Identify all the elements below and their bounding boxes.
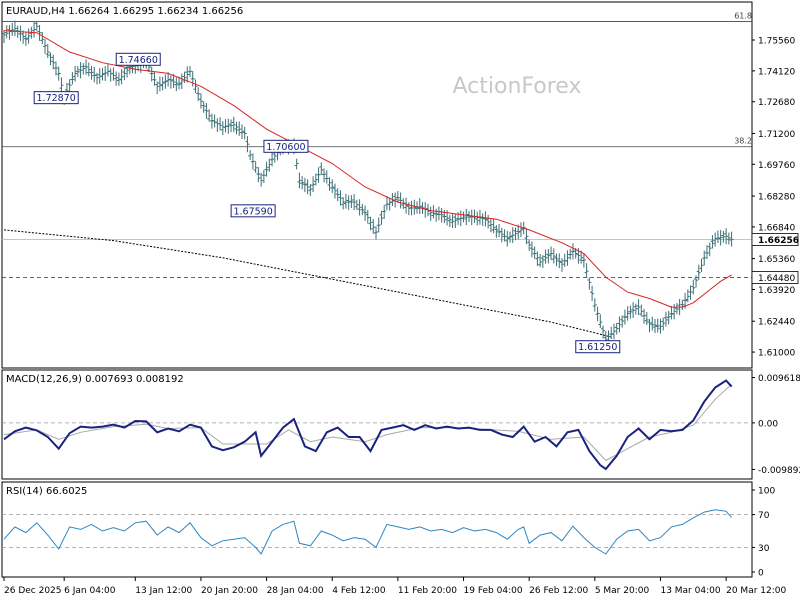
macd-axis-tick-label: 0.00 [758, 419, 778, 429]
price-axis-tick-label: 1.75560 [758, 37, 795, 47]
fib-level-label: 38.2 [734, 137, 752, 146]
x-axis-tick-label: 20 Mar 12:00 [726, 586, 786, 596]
price-annotation: 1.67590 [230, 204, 276, 218]
price-annotation-label: 1.67590 [233, 206, 272, 217]
rsi-header: RSI(14) 66.6025 [6, 486, 87, 497]
price-annotation-label: 1.70600 [266, 142, 305, 153]
macd-axis-tick-label: 0.009618 [758, 374, 800, 384]
price-annotation-label: 1.61250 [578, 342, 617, 353]
price-axis-tick-label: 1.71200 [758, 130, 795, 140]
price-annotation-box [575, 340, 621, 354]
rsi-axis-tick-label: 100 [758, 487, 775, 497]
rsi-axis-tick-label: 70 [758, 511, 770, 521]
price-annotation: 1.74660 [115, 52, 161, 66]
price-annotation-label: 1.72870 [37, 93, 76, 104]
watermark: ActionForex [453, 74, 582, 99]
price-header: EURAUD,H4 1.66264 1.66295 1.66234 1.6625… [6, 6, 243, 17]
current-price-tag [751, 233, 799, 246]
price-axis-tick-label: 1.69760 [758, 161, 795, 171]
price-axis-tick-label: 1.62440 [758, 318, 795, 328]
price-chart: 1.75560 1.74120 1.72680 1.71200 1.69760 1.682… [2, 12, 799, 359]
macd-axis-tick-label: -0.009892 [758, 466, 800, 476]
price-axis-tick-label: 1.74120 [758, 67, 795, 77]
x-axis-tick-label: 19 Feb 04:00 [464, 586, 523, 596]
slow-moving-average [3, 229, 612, 338]
rsi-line [3, 509, 732, 555]
rsi-axis-tick-label: 30 [758, 544, 770, 554]
x-axis-tick-label: 13 Mar 04:00 [660, 586, 720, 596]
price-annotation-label: 1.74660 [119, 55, 158, 66]
support-level-label: 1.64480 [758, 274, 795, 284]
fib-level-label: 61.8 [734, 12, 752, 21]
x-axis-tick-label: 20 Jan 20:00 [201, 586, 258, 596]
current-price-label: 1.66256 [758, 236, 799, 246]
macd-signal-line [3, 383, 732, 462]
macd-panel-frame [1, 369, 753, 480]
fast-moving-average [3, 30, 732, 308]
price-annotation-box [230, 204, 276, 218]
price-annotation: 1.72870 [33, 91, 79, 105]
x-axis-tick-label: 4 Feb 12:00 [332, 586, 386, 596]
price-axis-tick-label: 1.66840 [758, 223, 795, 233]
x-axis-tick-label: 13 Jan 12:00 [135, 586, 192, 596]
x-axis-tick-label: 26 Dec 2025 [4, 586, 62, 596]
price-annotation-box [115, 52, 161, 66]
price-annotation: 1.61250 [575, 340, 621, 354]
price-axis-tick-label: 1.65360 [758, 255, 795, 265]
x-axis-tick-label: 6 Jan 04:00 [64, 586, 116, 596]
x-axis-tick-label: 28 Jan 04:00 [267, 586, 324, 596]
price-annotation-box [33, 91, 79, 105]
macd-header: MACD(12,26,9) 0.007693 0.008192 [6, 374, 184, 385]
x-axis: 26 Dec 2025 6 Jan 04:00 13 Jan 12:00 20 Jan… [3, 577, 786, 596]
price-axis-tick-label: 1.68280 [758, 193, 795, 203]
price-annotation: 1.70600 [263, 139, 309, 153]
x-axis-tick-label: 11 Feb 20:00 [398, 586, 457, 596]
rsi-axis-tick-label: 0 [758, 569, 764, 579]
support-level-tag [751, 271, 799, 284]
price-axis-tick-label: 1.72680 [758, 98, 795, 108]
price-panel-frame [1, 1, 753, 369]
price-axis-tick-label: 1.63920 [758, 286, 795, 296]
macd-chart: 0.009618 0.00 -0.009892 [2, 374, 800, 476]
macd-line [3, 379, 733, 471]
x-axis-tick-label: 26 Feb 12:00 [529, 586, 588, 596]
rsi-chart: 100 70 30 0 [2, 487, 775, 579]
rsi-panel-frame [1, 481, 753, 578]
price-annotation-box [263, 139, 309, 153]
x-axis-tick-label: 5 Mar 20:00 [595, 586, 650, 596]
price-axis-tick-label: 1.61000 [758, 349, 795, 359]
